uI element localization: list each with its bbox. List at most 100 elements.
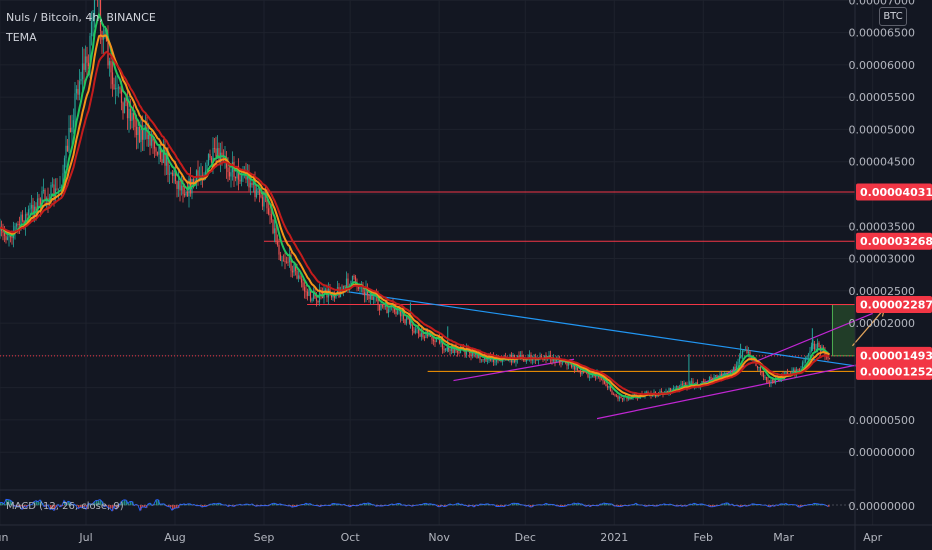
candle-body [275,228,277,242]
candle-body [584,372,586,373]
candle-body [440,339,442,344]
candle-body [482,359,484,361]
macd-histogram-bar [52,505,54,509]
macd-histogram-bar [278,504,280,506]
candle-body [330,294,333,298]
candle-body [236,166,238,179]
macd-histogram-bar [634,504,636,506]
price-axis[interactable]: 0.00007000 0.00006500 0.00006000 0.00005500… [849,0,915,550]
candle-body [408,318,411,324]
candle-body [182,185,184,194]
candle-body [204,170,207,175]
macd-histogram-bar [306,503,308,506]
macd-histogram-bar [166,505,168,506]
candle-body [420,332,423,337]
macd-histogram-bar [6,499,8,506]
candle-body [84,56,87,70]
price-label-box [856,183,932,201]
candle-body [183,193,186,196]
candle-body [801,362,804,370]
candle-body [576,366,579,371]
macd-histogram-bar [362,504,364,506]
macd-histogram-bar [574,503,576,506]
macd-histogram-bar [34,501,36,506]
candle-body [342,285,345,292]
candle-body [135,126,138,136]
indicator-label[interactable]: TEMA [6,31,37,44]
candle-body [32,204,34,215]
candle-body [396,310,399,314]
macd-histogram-bar [604,503,606,506]
candle-body [579,370,582,374]
candle-body [209,154,211,158]
candle-body [521,355,523,358]
candle-body [44,189,46,200]
candle-body [725,372,727,374]
candle-body [287,261,289,263]
candle-body [255,189,258,197]
candle-body [441,339,444,350]
candle-body [810,345,813,351]
macd-histogram-bar [816,503,818,506]
candle-body [458,352,460,354]
candle-body [704,381,706,383]
candle-body [798,369,801,373]
candle-body [713,376,715,380]
macd-histogram-bar [148,504,150,506]
macd-histogram-bar [100,500,102,506]
candle-body [710,376,712,379]
macd-histogram-bar [444,505,446,507]
macd-histogram-bar [426,503,428,506]
candle-body [189,178,192,194]
macd-histogram-bar [90,503,92,506]
candle-body [30,204,33,209]
candle-body [69,128,72,133]
candle-body [242,175,244,177]
candle-body [618,397,621,399]
candle-body [122,102,124,114]
candle-body [285,261,288,263]
candle-body [669,388,672,393]
macd-label[interactable]: MACD (12, 26, close, 9) [6,501,124,512]
candle-body [435,339,438,343]
macd-histogram-bar [562,505,564,507]
macd-histogram-bar [618,505,620,507]
candle-body [21,214,24,221]
candle-body [59,187,61,189]
candle-body [156,151,159,155]
candle-body [42,189,45,192]
macd-histogram-bar [398,503,400,506]
candle-body [362,285,364,293]
candle-body [690,381,693,383]
candle-body [389,306,391,310]
macd-histogram-bar [272,503,274,506]
candle-body [797,369,799,371]
candle-body [72,120,75,128]
currency-badge[interactable]: BTC [879,7,907,26]
candle-body [518,355,520,358]
candle-body [114,88,117,89]
macd-histogram-bar [292,505,294,508]
macd-histogram-bar [550,504,552,506]
candle-body [185,191,187,196]
macd-histogram-bar [24,505,26,507]
time-axis[interactable]: Jun Jul Aug Sep Oct Nov Dec 2021 Feb Mar Apr [0,524,932,544]
candle-body [27,209,30,216]
candle-body [590,376,592,378]
candle-body [20,214,22,225]
candle-body [723,373,726,374]
candle-body [660,391,663,392]
macd-histogram-bar [50,505,52,510]
candle-body [453,346,456,354]
candle-body [14,226,16,232]
macd-histogram-bar [176,505,178,508]
macd-histogram-bar [108,505,110,508]
macd-histogram-bar [44,505,46,507]
candle-body [83,63,85,70]
macd-histogram-bar [754,504,756,506]
candle-body [585,372,588,374]
candle-body [372,296,375,300]
macd-histogram-bar [430,503,432,506]
macd-pane [0,498,855,512]
